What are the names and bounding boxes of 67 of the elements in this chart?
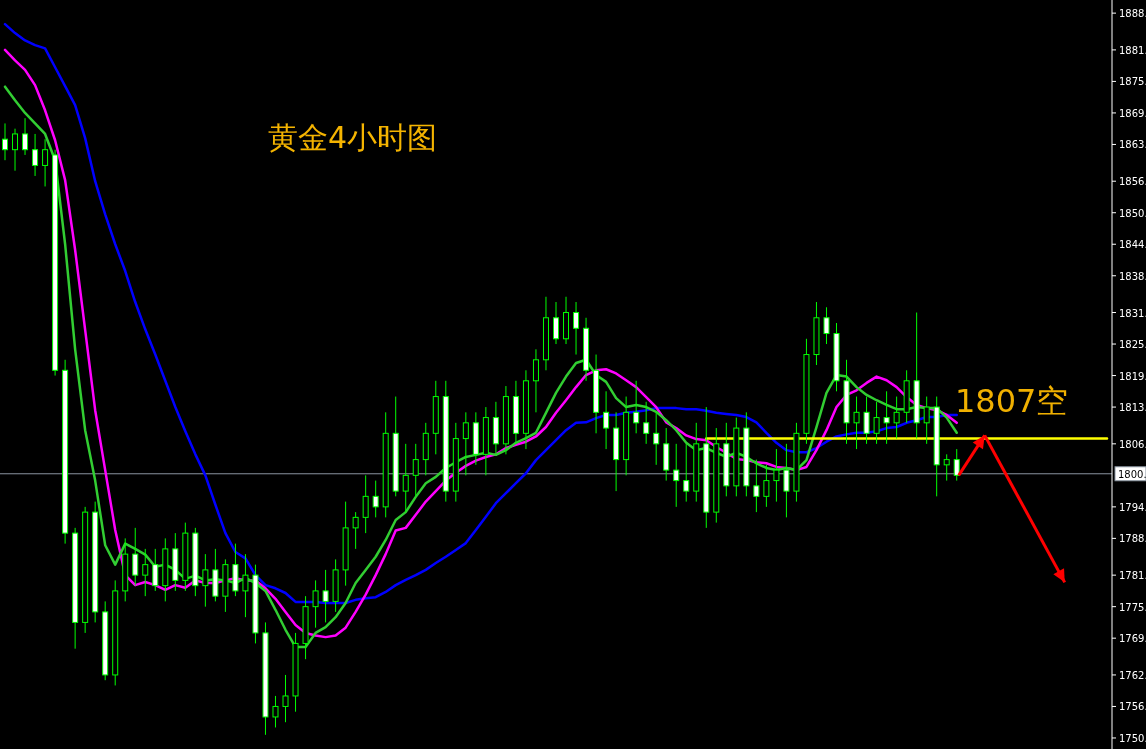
y-tick-label: 1825.: [1119, 339, 1146, 351]
candlestick: [683, 443, 690, 503]
candlestick: [282, 674, 289, 723]
y-tick-label: 1750.: [1119, 732, 1146, 744]
candlestick: [532, 348, 539, 413]
ref-line-label: 1800.: [1118, 468, 1146, 480]
y-tick-label: 1769.: [1119, 633, 1146, 645]
y-tick-label: 1788.: [1119, 533, 1146, 545]
y-tick-label: 1831.: [1119, 307, 1146, 319]
candlestick: [653, 411, 660, 466]
y-tick-label: 1869.: [1119, 107, 1146, 119]
y-tick-label: 1888.: [1119, 8, 1146, 20]
y-tick-label: 1819.: [1119, 370, 1146, 382]
y-tick-label: 1881.: [1119, 44, 1146, 56]
candlestick: [863, 396, 870, 445]
y-tick-label: 1756.: [1119, 701, 1146, 713]
candlestick: [883, 390, 890, 445]
annotation: 1807空: [955, 381, 1069, 420]
y-tick-label: 1775.: [1119, 601, 1146, 613]
candlestick: [783, 443, 790, 518]
candlestick: [873, 401, 880, 445]
candlestick: [633, 380, 640, 434]
candlestick: [753, 459, 760, 513]
candlestick: [12, 128, 19, 172]
candlestick: [2, 122, 9, 161]
candlestick: [142, 548, 149, 597]
candlestick: [603, 390, 610, 450]
candlestick: [893, 396, 900, 440]
y-tick-label: 1794.: [1119, 501, 1146, 513]
candlestick: [943, 453, 950, 482]
candlestick: [643, 401, 650, 445]
y-tick-label: 1838.: [1119, 270, 1146, 282]
candlestick: [32, 133, 39, 177]
candlestick: [763, 464, 770, 508]
candlestick: [823, 306, 830, 345]
y-tick-label: 1875.: [1119, 76, 1146, 88]
candlestick: [412, 443, 419, 497]
candlestick: [352, 511, 359, 550]
y-tick-label: 1762.: [1119, 669, 1146, 681]
candlestick: [553, 301, 559, 345]
candlestick: [42, 138, 49, 187]
candlestick: [462, 411, 469, 476]
text: 黄金4小时图: [268, 120, 438, 155]
y-tick-label: 1813.: [1119, 402, 1146, 414]
y-tick-label: 1863.: [1119, 139, 1146, 151]
candlestick: [853, 396, 860, 450]
candlestick: [322, 569, 329, 623]
candlestick: [953, 448, 960, 482]
candlestick: [773, 448, 780, 503]
y-tick-label: 1781.: [1119, 570, 1146, 582]
y-tick-label: 1806.: [1119, 438, 1146, 450]
candlestick: [242, 553, 249, 618]
candlestick: [202, 553, 209, 608]
candlestick: [312, 579, 319, 629]
candlestick: [272, 695, 279, 728]
y-tick-label: 1844.: [1119, 239, 1146, 251]
candlestick: [152, 548, 159, 592]
candlestick: [573, 301, 580, 356]
y-tick-label: 1850.: [1119, 207, 1146, 219]
candlestick: [22, 117, 29, 156]
candlestick: [402, 443, 409, 513]
candlestick: [923, 396, 930, 445]
candlestick: [132, 527, 139, 587]
candlestick: [362, 474, 369, 534]
y-tick-label: 1856.: [1119, 176, 1146, 188]
candlestick: [673, 443, 680, 508]
candlestick: [372, 480, 379, 518]
